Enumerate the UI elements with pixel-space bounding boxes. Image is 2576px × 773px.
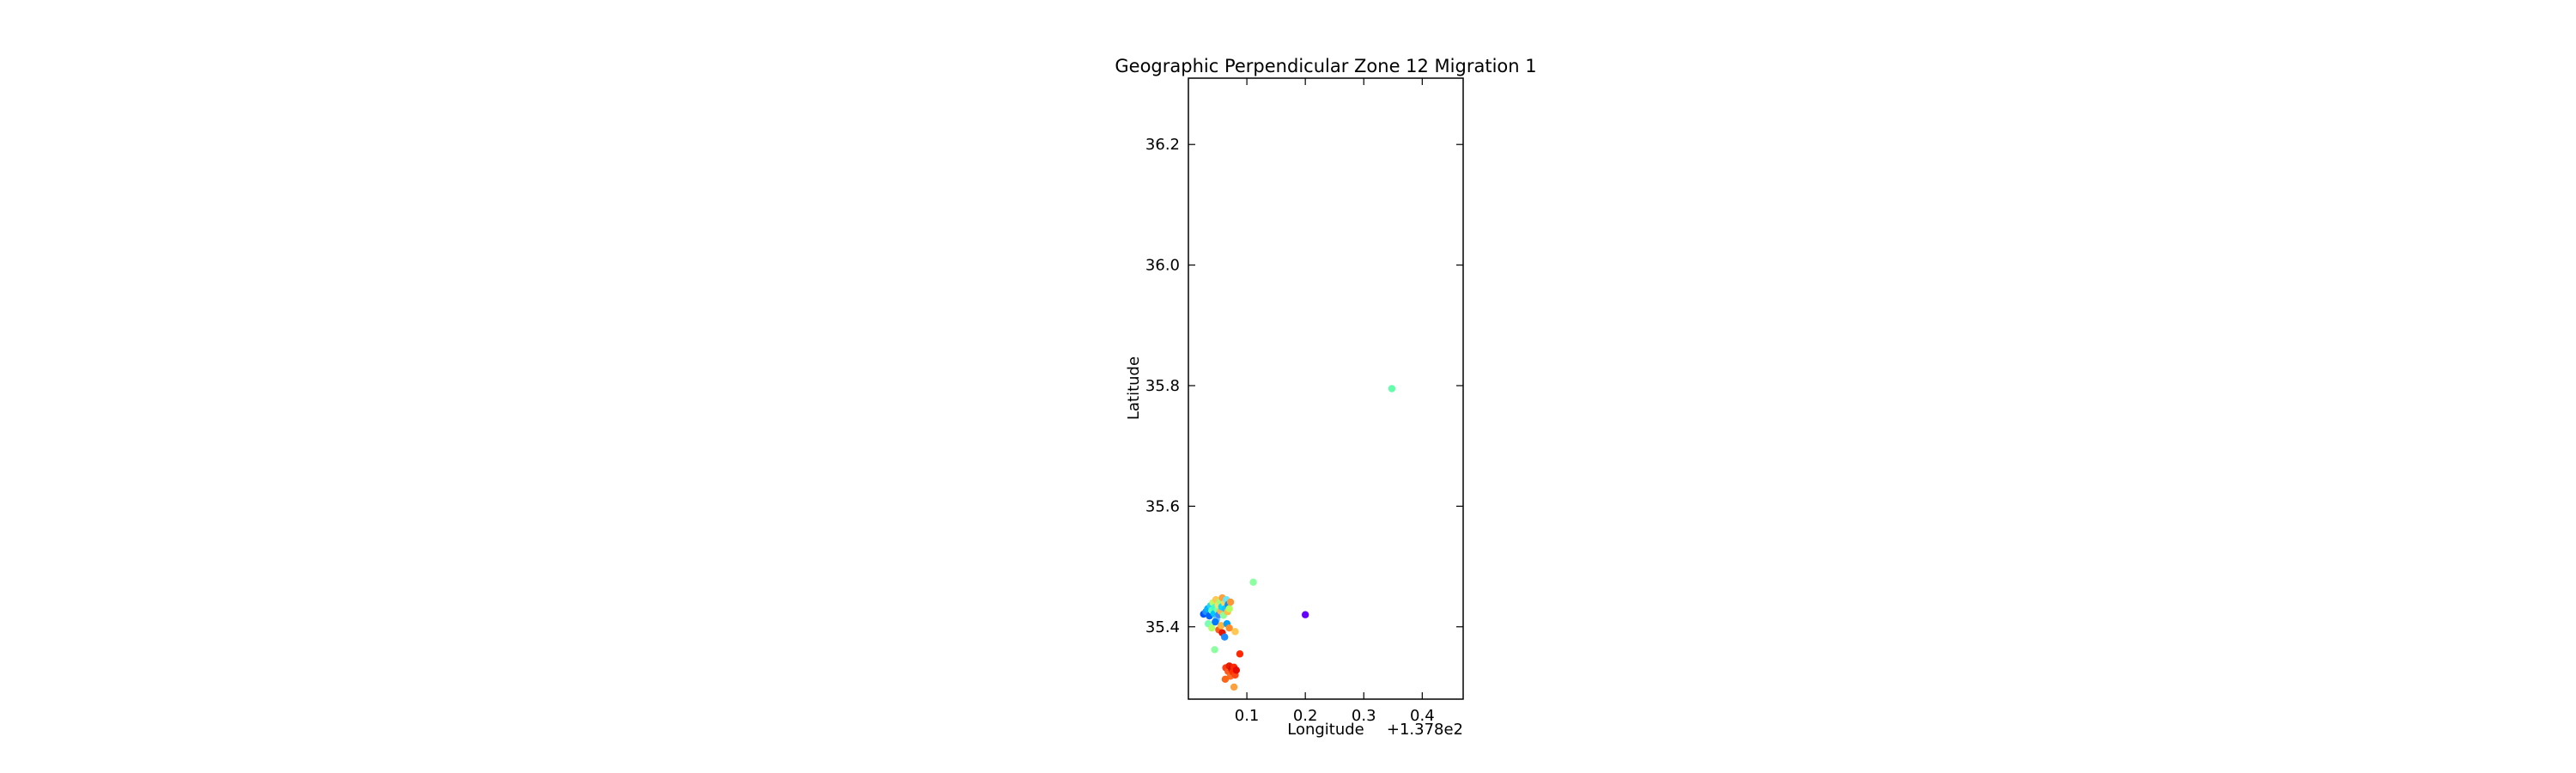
x-tick-label: 0.2 xyxy=(1293,707,1318,725)
data-point xyxy=(1231,628,1239,636)
points-layer xyxy=(1200,385,1396,691)
data-point xyxy=(1225,624,1233,632)
y-tick-label: 36.2 xyxy=(1145,136,1180,154)
data-point xyxy=(1208,624,1216,632)
data-point xyxy=(1232,666,1241,674)
x-tick-label: 0.4 xyxy=(1410,707,1435,725)
x-axis-label: Longitude xyxy=(1287,721,1364,739)
data-point xyxy=(1236,650,1244,658)
x-offset-label: +1.378e2 xyxy=(1387,721,1463,739)
data-point xyxy=(1249,578,1257,587)
data-point xyxy=(1221,633,1229,641)
data-point xyxy=(1217,622,1225,630)
data-point xyxy=(1226,598,1235,606)
x-ticks: 0.1 0.2 0.3 0.4 xyxy=(1235,78,1435,725)
data-point xyxy=(1221,675,1230,684)
data-point xyxy=(1211,646,1218,654)
y-axis-label: Latitude xyxy=(1125,356,1143,420)
y-tick-label: 35.8 xyxy=(1145,377,1180,395)
data-point xyxy=(1230,683,1238,691)
data-point xyxy=(1212,618,1219,626)
y-tick-label: 36.0 xyxy=(1145,257,1180,275)
y-ticks: 35.4 35.6 35.8 36.0 36.2 xyxy=(1145,136,1463,636)
x-tick-label: 0.1 xyxy=(1235,707,1260,725)
plot-frame xyxy=(1188,77,1464,700)
data-point xyxy=(1301,611,1309,618)
data-point xyxy=(1225,605,1233,612)
y-tick-label: 35.4 xyxy=(1145,618,1180,636)
data-point xyxy=(1388,385,1396,393)
y-tick-label: 35.6 xyxy=(1145,497,1180,515)
x-tick-label: 0.3 xyxy=(1352,707,1376,725)
chart-title: Geographic Perpendicular Zone 12 Migrati… xyxy=(1115,56,1536,76)
